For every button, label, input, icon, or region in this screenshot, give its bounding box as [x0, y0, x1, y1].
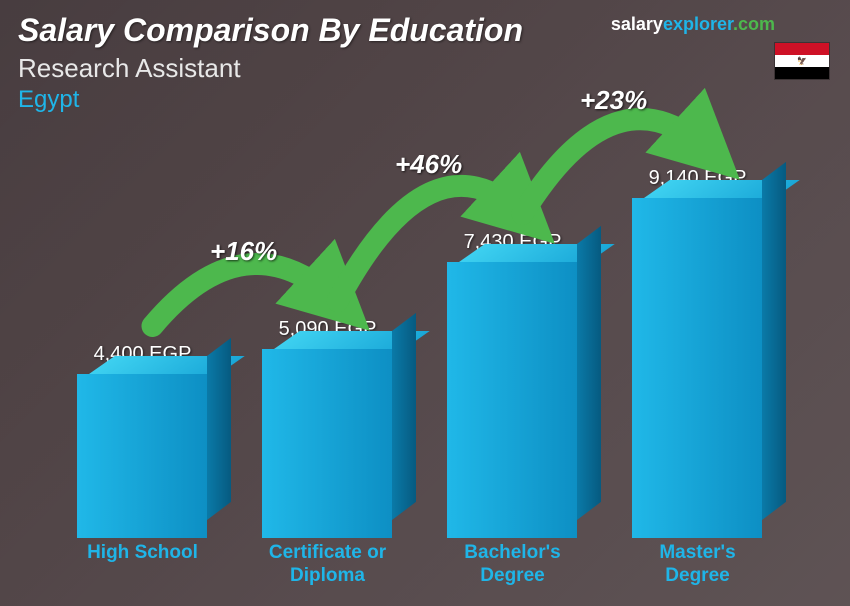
brand-part2: explorer [663, 14, 733, 34]
brand-part1: salary [611, 14, 663, 34]
arc-2 [50, 128, 790, 538]
x-label-3: Master'sDegree [616, 538, 779, 588]
flag-icon: 🦅 [774, 42, 830, 80]
arc-label-2: +23% [580, 85, 647, 116]
page-subtitle: Research Assistant [18, 53, 832, 84]
page-country: Egypt [18, 86, 832, 114]
brand-logo: salaryexplorer.com [611, 14, 775, 35]
brand-part3: .com [733, 14, 775, 34]
salary-chart: 4,400 EGP5,090 EGP7,430 EGP9,140 EGP Hig… [50, 128, 790, 588]
x-label-2: Bachelor'sDegree [431, 538, 594, 588]
x-label-0: High School [61, 538, 224, 588]
x-label-1: Certificate orDiploma [246, 538, 409, 588]
